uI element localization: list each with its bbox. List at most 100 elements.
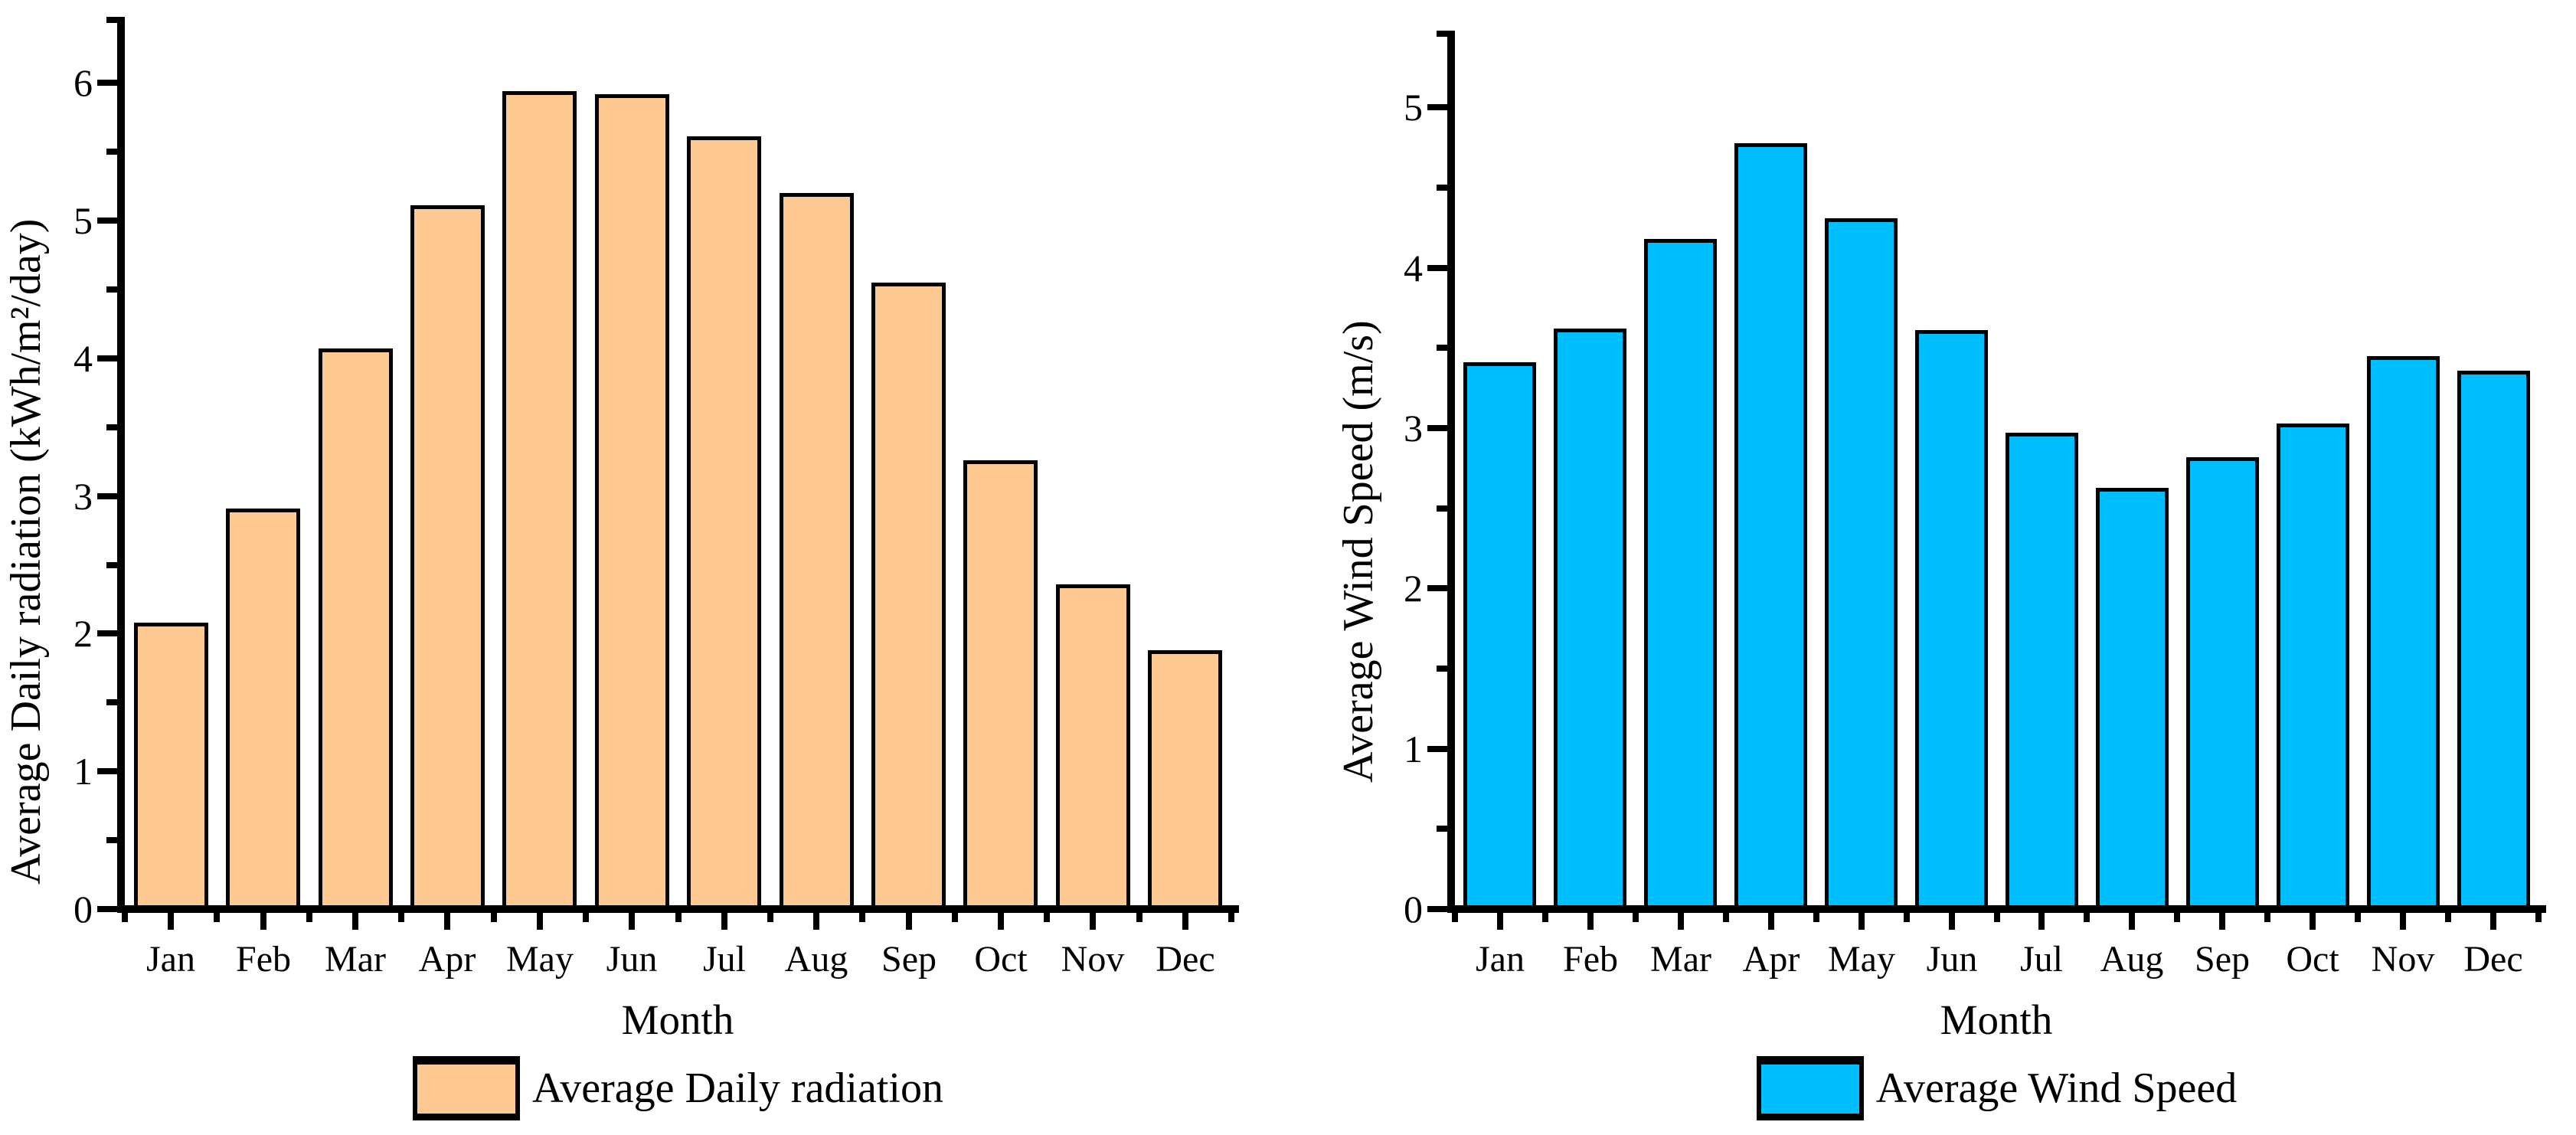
y-tick-major bbox=[97, 355, 117, 361]
x-tick-label-jun: Jun bbox=[606, 939, 658, 980]
wind-legend-label: Average Wind Speed bbox=[1875, 1065, 2238, 1112]
bar-mar bbox=[1644, 239, 1717, 909]
y-axis-end-tick bbox=[1437, 31, 1447, 37]
x-tick-minor bbox=[675, 913, 682, 922]
y-axis-end-tick bbox=[106, 17, 117, 23]
x-tick-minor bbox=[2084, 913, 2090, 922]
y-tick-major bbox=[97, 630, 117, 636]
x-tick-major bbox=[1768, 913, 1774, 930]
bar-may bbox=[1825, 218, 1898, 909]
bar-mar bbox=[319, 348, 393, 909]
y-tick-major bbox=[97, 768, 117, 774]
y-tick-minor bbox=[1437, 666, 1447, 672]
x-tick-minor bbox=[1228, 913, 1234, 922]
x-tick-label-feb: Feb bbox=[236, 939, 291, 980]
radiation-chart: Average Daily radiation (kWh/m²/day) Mon… bbox=[2, 17, 1239, 1120]
x-tick-label-mar: Mar bbox=[325, 939, 386, 980]
y-axis-spine bbox=[1447, 31, 1455, 913]
bar-sep bbox=[2186, 457, 2259, 909]
x-tick-major bbox=[2129, 913, 2135, 930]
bar-jun bbox=[595, 94, 669, 909]
y-tick-label: 2 bbox=[74, 612, 93, 655]
x-tick-minor bbox=[2445, 913, 2451, 922]
x-tick-minor bbox=[2264, 913, 2270, 922]
x-tick-major bbox=[629, 913, 635, 930]
x-tick-minor bbox=[491, 913, 497, 922]
bar-oct bbox=[963, 460, 1038, 909]
x-tick-minor bbox=[2174, 913, 2180, 922]
radiation-legend-swatch bbox=[413, 1056, 521, 1120]
y-axis-spine bbox=[117, 17, 125, 913]
x-tick-minor bbox=[1723, 913, 1729, 922]
radiation-legend-label: Average Daily radiation bbox=[532, 1065, 943, 1112]
x-tick-major bbox=[1858, 913, 1865, 930]
x-tick-major bbox=[2219, 913, 2225, 930]
x-tick-major bbox=[2310, 913, 2316, 930]
y-tick-major bbox=[1427, 746, 1447, 752]
x-tick-label-may: May bbox=[506, 939, 574, 980]
y-tick-minor bbox=[106, 837, 117, 843]
x-tick-major bbox=[1587, 913, 1594, 930]
x-tick-major bbox=[1497, 913, 1503, 930]
x-tick-major bbox=[1949, 913, 1955, 930]
bar-nov bbox=[1056, 584, 1130, 909]
y-tick-label: 6 bbox=[74, 61, 93, 104]
x-tick-label-mar: Mar bbox=[1650, 939, 1711, 980]
x-tick-minor bbox=[859, 913, 865, 922]
y-tick-major bbox=[97, 493, 117, 499]
y-tick-minor bbox=[106, 286, 117, 293]
y-tick-label: 3 bbox=[1404, 407, 1423, 450]
x-tick-label-apr: Apr bbox=[1742, 939, 1800, 980]
x-tick-major bbox=[1678, 913, 1684, 930]
y-tick-minor bbox=[1437, 345, 1447, 351]
x-tick-minor bbox=[214, 913, 220, 922]
x-tick-label-jan: Jan bbox=[1476, 939, 1525, 980]
x-tick-major bbox=[168, 913, 174, 930]
x-tick-major bbox=[1090, 913, 1096, 930]
x-tick-label-jul: Jul bbox=[702, 939, 746, 980]
x-tick-label-jun: Jun bbox=[1926, 939, 1978, 980]
wind-chart: Average Wind Speed (m/s) Month Average W… bbox=[1288, 0, 2576, 1135]
x-tick-label-oct: Oct bbox=[2286, 939, 2339, 980]
y-tick-major bbox=[97, 218, 117, 224]
wind-legend-swatch bbox=[1756, 1056, 1864, 1120]
bar-feb bbox=[226, 509, 300, 909]
x-tick-label-nov: Nov bbox=[1061, 939, 1125, 980]
y-tick-minor bbox=[1437, 185, 1447, 191]
x-tick-minor bbox=[2535, 913, 2542, 922]
bar-jul bbox=[2006, 433, 2078, 909]
y-tick-minor bbox=[106, 699, 117, 705]
bar-aug bbox=[2096, 488, 2169, 909]
x-tick-label-nov: Nov bbox=[2371, 939, 2435, 980]
x-tick-minor bbox=[1542, 913, 1548, 922]
x-tick-minor bbox=[2355, 913, 2361, 922]
bar-jan bbox=[134, 623, 208, 909]
y-tick-major bbox=[97, 80, 117, 86]
y-tick-minor bbox=[1437, 505, 1447, 512]
bar-jun bbox=[1915, 330, 1988, 909]
x-tick-label-jul: Jul bbox=[2019, 939, 2063, 980]
y-tick-minor bbox=[106, 149, 117, 155]
x-tick-minor bbox=[1044, 913, 1050, 922]
x-tick-label-jan: Jan bbox=[146, 939, 195, 980]
x-tick-major bbox=[260, 913, 266, 930]
y-tick-label: 1 bbox=[1404, 728, 1423, 770]
x-tick-minor bbox=[1994, 913, 2000, 922]
x-tick-label-sep: Sep bbox=[2195, 939, 2250, 980]
x-tick-major bbox=[906, 913, 912, 930]
x-tick-label-aug: Aug bbox=[2100, 939, 2164, 980]
x-tick-label-sep: Sep bbox=[881, 939, 937, 980]
y-tick-label: 2 bbox=[1404, 567, 1423, 610]
x-tick-minor bbox=[952, 913, 958, 922]
y-tick-label: 5 bbox=[1404, 86, 1423, 129]
y-tick-major bbox=[97, 906, 117, 912]
x-tick-minor bbox=[1633, 913, 1639, 922]
x-tick-label-apr: Apr bbox=[418, 939, 476, 980]
x-tick-major bbox=[813, 913, 819, 930]
x-tick-minor bbox=[1813, 913, 1819, 922]
x-tick-label-dec: Dec bbox=[2463, 939, 2523, 980]
x-tick-label-oct: Oct bbox=[974, 939, 1028, 980]
x-tick-label-aug: Aug bbox=[784, 939, 848, 980]
x-tick-minor bbox=[306, 913, 312, 922]
